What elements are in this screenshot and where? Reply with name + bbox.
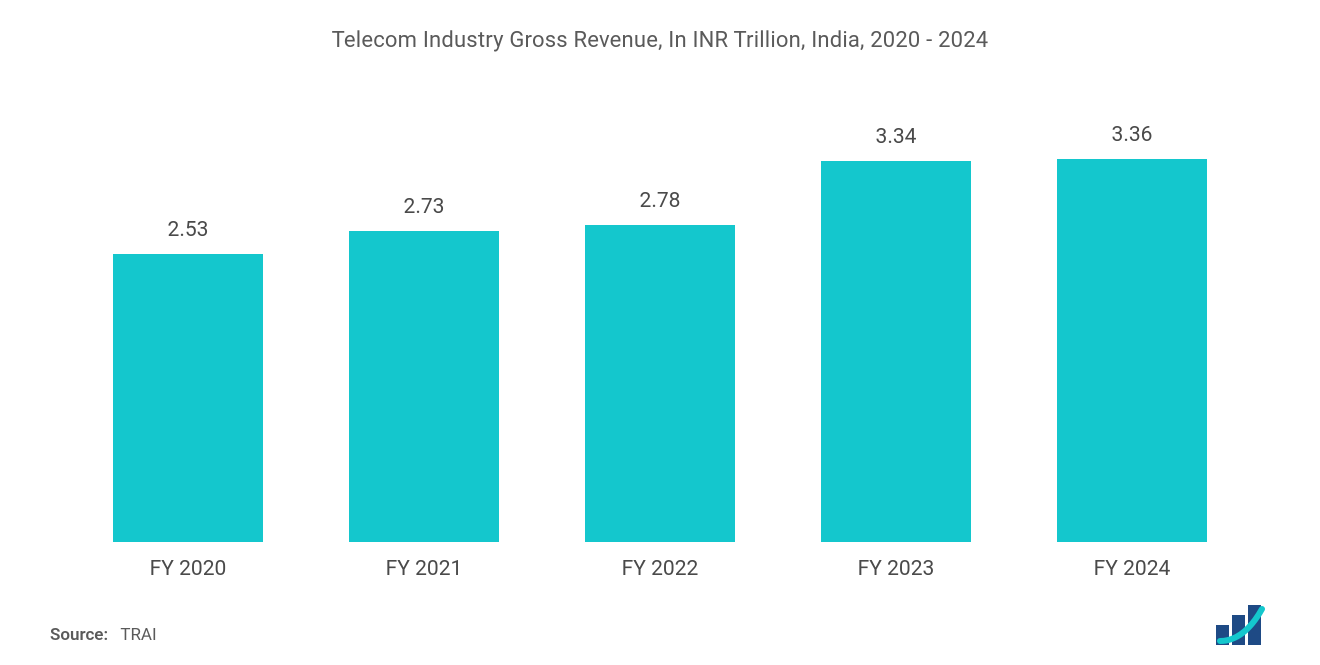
bar-group: 2.78 bbox=[542, 189, 778, 542]
chart-footer: Source: TRAI bbox=[50, 601, 1270, 645]
x-axis-label: FY 2023 bbox=[778, 557, 1014, 581]
bar-group: 3.34 bbox=[778, 125, 1014, 542]
brand-logo bbox=[1214, 601, 1270, 645]
bar bbox=[585, 225, 735, 542]
bar-value-label: 2.53 bbox=[168, 218, 209, 242]
x-axis-label: FY 2020 bbox=[70, 557, 306, 581]
bar bbox=[349, 231, 499, 542]
bar bbox=[113, 254, 263, 542]
x-axis-label: FY 2024 bbox=[1014, 557, 1250, 581]
bar bbox=[1057, 159, 1207, 542]
source-label: Source: bbox=[50, 625, 108, 645]
logo-icon bbox=[1214, 601, 1270, 645]
bar-value-label: 2.78 bbox=[640, 189, 681, 213]
x-axis-label: FY 2021 bbox=[306, 557, 542, 581]
bar-value-label: 2.73 bbox=[404, 195, 445, 219]
bar-value-label: 3.34 bbox=[876, 125, 917, 149]
chart-title: Telecom Industry Gross Revenue, In INR T… bbox=[50, 28, 1270, 53]
x-axis-label: FY 2022 bbox=[542, 557, 778, 581]
bar-group: 2.53 bbox=[70, 218, 306, 542]
source-value: TRAI bbox=[120, 625, 156, 645]
bar-group: 3.36 bbox=[1014, 123, 1250, 542]
x-axis-labels: FY 2020 FY 2021 FY 2022 FY 2023 FY 2024 bbox=[50, 543, 1270, 581]
bar-value-label: 3.36 bbox=[1112, 123, 1153, 147]
bar bbox=[821, 161, 971, 542]
source-citation: Source: TRAI bbox=[50, 625, 157, 645]
bar-group: 2.73 bbox=[306, 195, 542, 542]
chart-plot-area: 2.53 2.73 2.78 3.34 3.36 bbox=[50, 103, 1270, 543]
